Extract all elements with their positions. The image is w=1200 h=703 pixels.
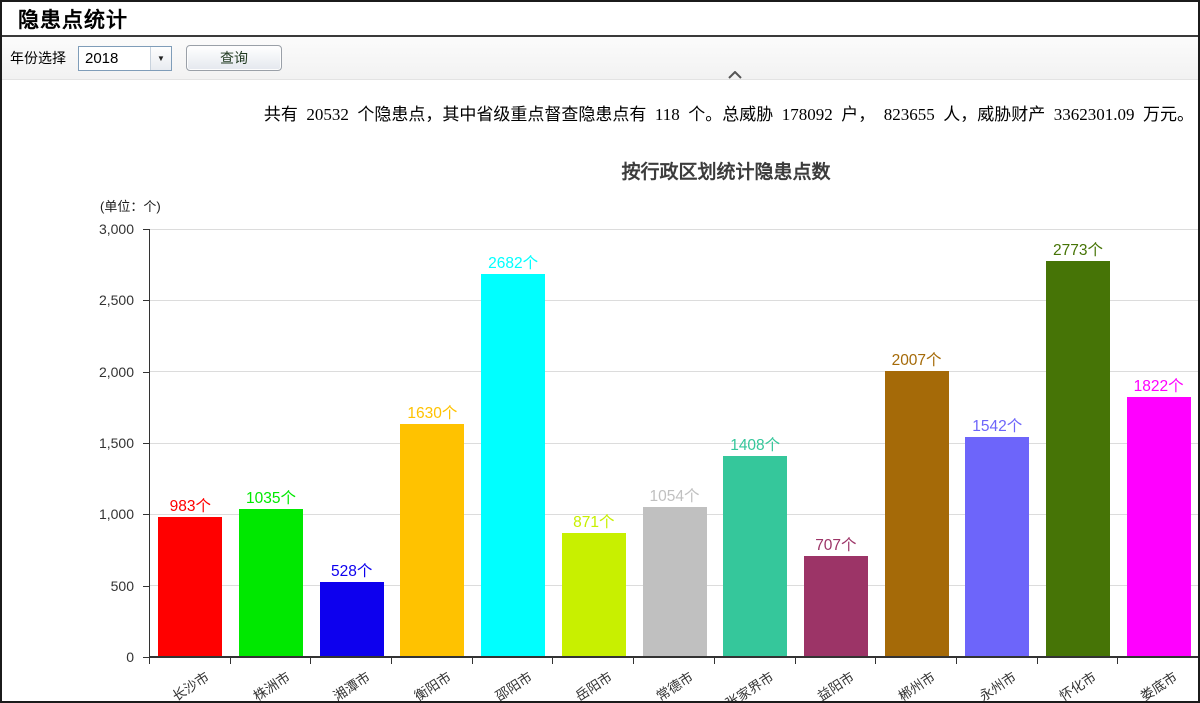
bar-value-label-10: 1542个 (972, 418, 1023, 435)
bar-6-常德市[interactable] (642, 506, 707, 657)
bar-1-株洲市[interactable] (239, 509, 304, 657)
x-tick-mark (875, 658, 877, 664)
y-tick-label-6: 3,000 (98, 221, 134, 237)
gridline (150, 371, 1198, 373)
x-category-label-8: 益阳市 (815, 669, 858, 703)
bar-value-label-6: 1054个 (649, 487, 700, 505)
bar-3-衡阳市[interactable] (400, 424, 465, 657)
y-tick-label-2: 1,000 (98, 506, 134, 523)
bar-2-湘潭市[interactable] (319, 581, 384, 657)
bar-5-岳阳市[interactable] (561, 532, 626, 657)
bar-value-label-3: 1630个 (407, 405, 458, 423)
chart-title: 按行政区划统计隐患点数 (621, 162, 831, 183)
bar-9-郴州市[interactable] (884, 370, 949, 657)
gridline (150, 228, 1198, 230)
y-tick-label-1: 500 (110, 577, 134, 594)
page-title: 隐患点统计 (18, 8, 128, 32)
x-category-label-3: 衡阳市 (411, 669, 454, 703)
bar-11-怀化市[interactable] (1045, 261, 1110, 657)
x-tick-mark (391, 658, 393, 664)
bar-value-label-1: 1035个 (246, 490, 297, 508)
x-tick-mark (552, 658, 554, 664)
bar-value-label-9: 2007个 (891, 351, 942, 369)
collapse-panel-toggle[interactable] (726, 69, 744, 79)
query-button[interactable]: 查询 (186, 45, 282, 71)
y-tick-mark (143, 443, 149, 444)
combobox-dropdown-icon[interactable]: ▼ (150, 46, 171, 70)
y-tick-label-4: 2,000 (98, 363, 134, 380)
summary-statistics-text: 共有 20532 个隐患点，其中省级重点督查隐患点有 118 个。总威胁 178… (263, 105, 1194, 124)
x-tick-mark (955, 658, 957, 664)
x-category-label-11: 怀化市 (1057, 669, 1100, 703)
x-tick-mark (471, 658, 473, 664)
bar-value-label-7: 1408个 (730, 437, 781, 455)
bar-chart: 按行政区划统计隐患点数 (单位：个) 0 500 1,000 1,500 2,000 2,… (2, 149, 1199, 703)
y-tick-label-3: 1,500 (98, 435, 134, 451)
y-tick-mark (143, 514, 149, 516)
y-tick-mark (143, 585, 149, 587)
bar-value-label-2: 528个 (331, 562, 373, 580)
x-tick-mark (310, 658, 312, 664)
y-tick-mark (143, 657, 149, 658)
gridline (150, 442, 1198, 444)
bar-value-label-0: 983个 (169, 497, 212, 515)
chart-unit-label: (单位：个) (100, 199, 161, 214)
x-category-label-5: 岳阳市 (573, 669, 616, 703)
bar-value-label-4: 2682个 (488, 255, 539, 273)
y-tick-mark (143, 300, 149, 302)
x-tick-mark (1198, 658, 1199, 664)
bar-value-label-5: 871个 (573, 513, 615, 531)
bar-value-label-8: 707个 (815, 537, 857, 555)
x-tick-mark (149, 658, 150, 664)
x-category-label-1: 株洲市 (250, 669, 293, 703)
x-category-label-2: 湘潭市 (330, 669, 374, 703)
x-tick-mark (1036, 658, 1038, 664)
gridline (150, 299, 1198, 301)
x-tick-mark (1117, 658, 1119, 664)
x-category-label-7: 张家界市 (723, 669, 777, 703)
toolbar: 年份选择 2018 ▼ 查询 (2, 37, 1198, 80)
year-combobox-value: 2018 (85, 49, 119, 67)
bar-7-张家界市[interactable] (723, 456, 788, 657)
x-tick-mark (794, 658, 796, 664)
x-tick-mark (633, 658, 635, 664)
year-select-label: 年份选择 (10, 52, 66, 67)
bar-value-label-11: 2773个 (1052, 242, 1103, 260)
x-category-label-9: 郴州市 (895, 669, 938, 703)
x-category-label-4: 邵阳市 (492, 669, 535, 703)
bar-value-label-12: 1822个 (1133, 378, 1184, 396)
x-tick-mark (229, 658, 231, 664)
y-tick-label-0: 0 (126, 649, 134, 665)
y-tick-label-5: 2,500 (98, 292, 134, 309)
bar-8-益阳市[interactable] (803, 556, 868, 657)
year-combobox[interactable]: 2018 ▼ (78, 45, 172, 71)
y-tick-mark (143, 229, 149, 230)
x-axis-line (149, 656, 1198, 658)
x-category-label-6: 常德市 (653, 669, 696, 703)
bar-12-娄底市[interactable] (1126, 397, 1191, 657)
bar-10-永州市[interactable] (965, 437, 1030, 657)
title-bar: 隐患点统计 (2, 2, 1198, 37)
x-category-label-10: 永州市 (976, 669, 1019, 703)
plot-area: 983个 1035个 528个 1630个 2682个 871个 1054个 1408个 707… (149, 228, 1198, 657)
bar-4-邵阳市[interactable] (481, 274, 546, 657)
x-category-label-12: 娄底市 (1137, 669, 1181, 703)
y-tick-mark (143, 371, 149, 373)
x-tick-mark (713, 658, 715, 664)
x-category-label-0: 长沙市 (169, 669, 212, 703)
bar-0-长沙市[interactable] (158, 516, 223, 657)
chevron-up-icon (728, 71, 742, 79)
